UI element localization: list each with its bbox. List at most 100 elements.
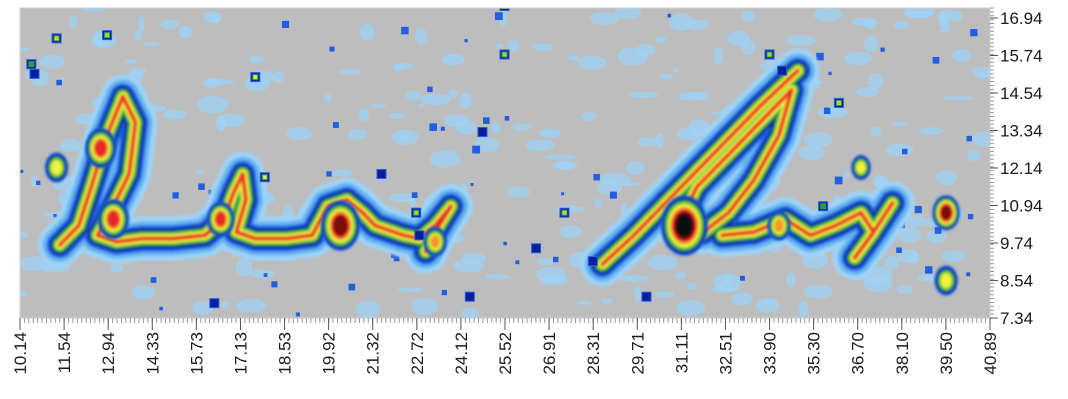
noise-dot xyxy=(263,273,268,277)
noise-patch xyxy=(675,271,686,280)
noise-patch xyxy=(855,86,880,97)
noise-dot xyxy=(36,180,41,186)
noise-dot xyxy=(198,183,205,190)
speck-20-level-3 xyxy=(642,292,651,301)
noise-dot xyxy=(172,192,179,199)
noise-dot xyxy=(401,26,409,35)
noise-patch xyxy=(389,192,417,202)
noise-patch xyxy=(507,39,520,53)
x-tick-label: 24.12 xyxy=(452,332,471,375)
noise-patch xyxy=(803,285,834,299)
speck-3-level-3 xyxy=(30,69,39,78)
noise-patch xyxy=(951,49,972,62)
y-tick-label: 14.54 xyxy=(1000,84,1043,103)
x-tick-label: 36.70 xyxy=(849,332,868,375)
noise-patch xyxy=(131,285,156,300)
noise-patch xyxy=(429,150,461,168)
noise-patch xyxy=(248,55,265,64)
stroke-first-word-loop-band-8 xyxy=(58,95,144,247)
noise-patch xyxy=(216,113,245,128)
noise-patch xyxy=(672,67,680,73)
x-tick-label: 33.90 xyxy=(761,332,780,375)
noise-patch xyxy=(196,95,229,114)
x-tick-label: 15.73 xyxy=(187,332,206,375)
speck-7-level-6 xyxy=(503,5,506,8)
noise-patch xyxy=(686,282,698,290)
noise-patch xyxy=(355,301,381,318)
noise-patch xyxy=(691,91,709,101)
speck-11-level-7 xyxy=(563,211,566,214)
noise-dot xyxy=(967,213,974,220)
noise-dot xyxy=(966,272,971,277)
noise-patch xyxy=(525,139,555,152)
noise-patch xyxy=(459,92,472,109)
noise-patch xyxy=(731,292,753,306)
x-tick-label: 10.14 xyxy=(11,332,30,375)
x-tick-label: 19.92 xyxy=(320,332,339,375)
noise-patch xyxy=(543,154,576,160)
hotspot-0-level-10 xyxy=(675,213,693,238)
x-tick-label: 31.11 xyxy=(672,332,691,373)
hotspot-6-level-7 xyxy=(774,219,784,233)
noise-patch xyxy=(461,307,479,318)
noise-patch xyxy=(601,298,613,305)
x-tick-label: 11.54 xyxy=(55,332,74,373)
speck-5-level-6 xyxy=(263,175,267,179)
speck-7-level-4 xyxy=(501,8,508,10)
x-tick-label: 40.89 xyxy=(981,332,1000,375)
x-tick-label: 22.72 xyxy=(408,332,427,375)
noise-patch xyxy=(39,54,66,69)
noise-patch xyxy=(160,19,180,30)
noise-patch xyxy=(415,27,428,45)
noise-patch xyxy=(874,176,885,187)
noise-patch xyxy=(391,129,419,146)
noise-patch xyxy=(804,132,833,148)
y-tick-label: 12.14 xyxy=(1000,159,1043,178)
noise-dot xyxy=(281,20,290,28)
noise-dot xyxy=(552,256,559,263)
noise-dot xyxy=(159,306,163,311)
noise-patch xyxy=(357,108,370,122)
noise-patch xyxy=(551,160,578,170)
speck-7-level-5 xyxy=(502,8,507,9)
x-tick-label: 14.33 xyxy=(143,332,162,375)
noise-patch xyxy=(622,181,640,187)
hotspot-4-level-8 xyxy=(215,211,226,227)
noise-patch xyxy=(647,254,678,271)
noise-patch xyxy=(220,300,230,309)
noise-patch xyxy=(20,256,49,272)
noise-patch xyxy=(272,71,284,84)
noise-patch xyxy=(711,286,740,293)
specks xyxy=(26,5,844,309)
speck-17-level-3 xyxy=(465,292,474,301)
noise-patch xyxy=(512,123,532,131)
noise-patch xyxy=(634,285,642,303)
noise-patch xyxy=(941,250,966,263)
noise-patch xyxy=(884,256,900,270)
noise-patch xyxy=(507,186,531,198)
noise-patch xyxy=(20,46,30,52)
noise-dot xyxy=(816,52,824,61)
noise-patch xyxy=(339,69,362,75)
x-tick-label: 35.30 xyxy=(805,332,824,375)
noise-dot xyxy=(902,148,908,155)
noise-dot xyxy=(561,192,565,196)
noise-patch xyxy=(162,109,187,120)
noise-patch xyxy=(577,55,607,70)
x-tick-label: 32.51 xyxy=(716,332,735,375)
hotspot-10-level-6 xyxy=(856,161,866,174)
plot-area xyxy=(20,5,990,318)
noise-dot xyxy=(441,289,447,296)
noise-patch xyxy=(420,93,451,106)
noise-patch xyxy=(972,131,990,147)
noise-patch xyxy=(558,225,583,239)
noise-patch xyxy=(323,93,332,103)
noise-patch xyxy=(891,121,908,127)
noise-patch xyxy=(614,8,642,20)
noise-dot xyxy=(609,191,617,199)
noise-dot xyxy=(503,241,507,246)
stroke-second-word-tail-band-8 xyxy=(720,211,876,260)
x-tick-label: 28.31 xyxy=(584,332,603,375)
noise-dot xyxy=(515,260,520,265)
noise-dot xyxy=(329,46,335,52)
